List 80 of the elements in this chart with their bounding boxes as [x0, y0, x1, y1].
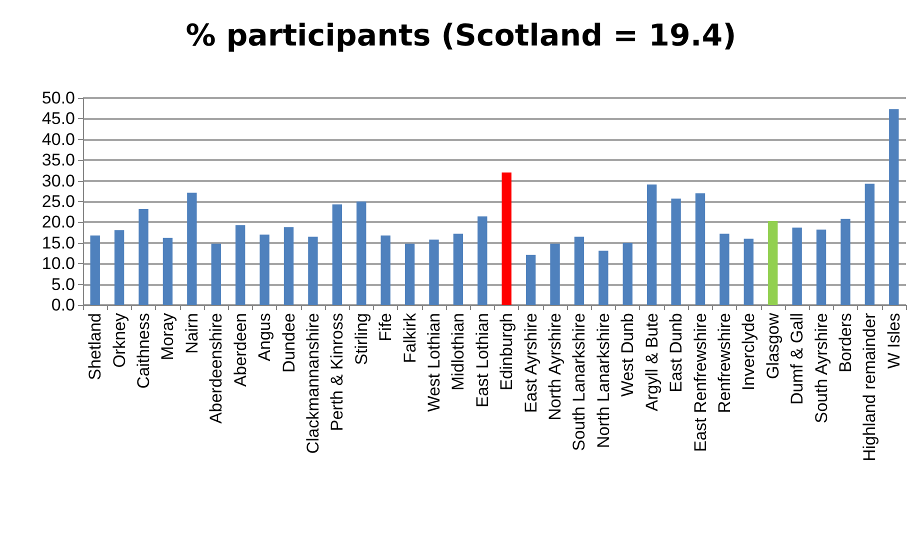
bar	[114, 230, 124, 305]
bar	[744, 238, 754, 305]
x-tick-label: Dumf & Gall	[788, 313, 807, 405]
x-tick-label: Renfrewshire	[714, 313, 734, 414]
x-tick-label: Clackmannanshire	[303, 313, 322, 454]
y-tick-label: 35.0	[42, 150, 75, 170]
bar	[187, 192, 197, 305]
x-tick-label: Aberdeenshire	[206, 313, 226, 424]
x-tick-label: South Lanarkshire	[570, 313, 589, 451]
bar	[720, 234, 730, 305]
chart-title: % participants (Scotland = 19.4)	[186, 18, 736, 54]
y-tick-label: 25.0	[42, 192, 75, 211]
bar	[356, 202, 366, 305]
y-tick-label: 5.0	[51, 274, 75, 294]
bar	[235, 225, 246, 305]
x-tick-label: West Dunb	[618, 313, 638, 397]
x-tick-label: Caithness	[134, 313, 154, 389]
bar	[646, 184, 657, 305]
y-tick-label: 50.0	[42, 88, 75, 108]
bar	[768, 220, 778, 305]
x-tick-label: Nairn	[182, 313, 202, 354]
x-tick-label: Glasgow	[763, 312, 782, 380]
x-tick-label: Angus	[255, 313, 274, 362]
bar	[380, 235, 390, 305]
x-tick-label: West Lothian	[424, 313, 444, 412]
x-tick-label: East Renfrewshire	[690, 313, 710, 452]
bar	[792, 228, 802, 305]
bar	[260, 234, 270, 305]
x-tick-label: Stirling	[352, 313, 371, 365]
bar	[502, 172, 512, 305]
x-tick-label: Aberdeen	[230, 313, 250, 387]
x-tick-label: Borders	[836, 313, 855, 373]
x-tick-label: East Dunb	[666, 313, 686, 392]
x-tick-label: South Ayrshire	[812, 313, 831, 424]
bar	[671, 198, 681, 305]
bar	[598, 250, 608, 305]
x-tick-label: East Ayrshire	[521, 313, 540, 413]
bar	[404, 244, 415, 305]
bar	[622, 242, 632, 305]
bar	[550, 244, 560, 305]
y-tick-label: 0.0	[51, 296, 75, 314]
bar	[840, 218, 850, 305]
x-tick-label: Moray	[158, 312, 178, 360]
y-tick-label: 15.0	[42, 233, 75, 252]
x-tick-label: Inverclyde	[739, 313, 758, 390]
bar	[162, 238, 173, 305]
x-tick-label: Shetland	[86, 313, 105, 380]
y-tick-label: 10.0	[42, 254, 75, 274]
bar	[695, 193, 706, 305]
bar	[889, 109, 899, 305]
x-tick-label: Falkirk	[400, 312, 420, 364]
bar	[429, 240, 439, 305]
x-tick-label: Argyll & Bute	[642, 313, 662, 412]
bar	[308, 236, 318, 305]
y-tick-label: 20.0	[42, 212, 75, 232]
bar	[574, 236, 584, 305]
x-tick-label: Midlothian	[448, 313, 468, 390]
bar	[211, 244, 221, 305]
x-tick-label: North Ayrshire	[546, 313, 565, 420]
x-tick-label: Dundee	[279, 313, 298, 373]
x-tick-label: Edinburgh	[497, 313, 516, 391]
y-tick-label: 45.0	[42, 109, 75, 128]
x-tick-label: East Lothian	[472, 313, 492, 408]
bar	[526, 254, 536, 305]
bar	[90, 235, 100, 305]
x-tick-label: Fife	[376, 313, 396, 342]
x-tick-label: Perth & Kinross	[328, 313, 347, 432]
bar	[478, 216, 488, 305]
bar	[453, 234, 464, 305]
bar	[284, 227, 294, 305]
y-tick-label: 30.0	[42, 171, 75, 190]
x-tick-label: North Lanarkshire	[594, 313, 613, 448]
bar	[138, 208, 148, 305]
x-tick-label: Highland remainder	[860, 312, 880, 462]
bar	[816, 230, 826, 305]
y-tick-label: 40.0	[42, 130, 75, 149]
bar	[332, 204, 342, 305]
bar	[864, 184, 875, 305]
x-tick-label: W Isles	[884, 313, 904, 369]
x-tick-label: Orkney	[110, 312, 129, 368]
